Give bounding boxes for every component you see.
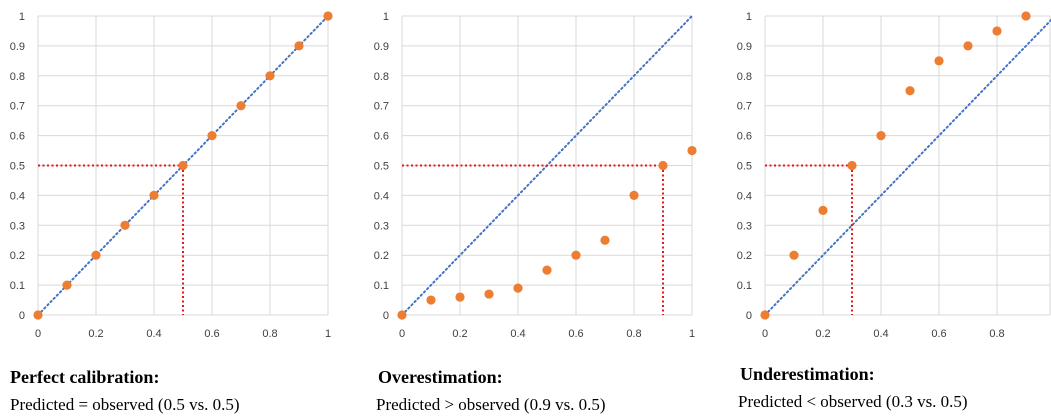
data-point: [91, 250, 101, 260]
caption-subtitle-overestimation: Predicted > observed (0.9 vs. 0.5): [376, 395, 606, 414]
data-point: [149, 190, 159, 200]
data-point: [542, 265, 552, 275]
y-tick-label: 0.4: [374, 190, 389, 202]
data-point: [323, 11, 333, 21]
y-tick-label: 0.9: [10, 41, 25, 53]
data-point: [236, 101, 246, 111]
y-tick-label: 0: [746, 310, 752, 322]
x-tick-label: 0.4: [146, 328, 161, 340]
y-tick-label: 0.4: [10, 190, 25, 202]
y-tick-label: 0.2: [374, 250, 389, 262]
data-point: [905, 86, 915, 96]
x-tick-label: 0.4: [873, 328, 888, 340]
data-point: [847, 160, 857, 171]
chart-svg-perfect: 0 0.1 0.2 0.3 0.4 0.5 0.6 0.7 0.8 0.9 1 0 0.2 0.4 0.6 0…: [10, 11, 333, 340]
x-tick-label: 1: [689, 328, 695, 340]
caption-title-perfect: Perfect calibration:: [10, 367, 160, 387]
plot-area-overestimation: [397, 15, 697, 320]
y-tick-label: 0.2: [737, 250, 752, 262]
data-point: [62, 280, 72, 290]
x-tick-label: 0.6: [568, 328, 583, 340]
y-tick-label: 0.1: [374, 280, 389, 292]
y-tick-label: 0.2: [10, 250, 25, 262]
y-tick-label: 1: [746, 11, 752, 23]
y-tick-label: 0.8: [10, 71, 25, 83]
y-tick-label: 0.8: [374, 71, 389, 83]
data-point: [178, 160, 188, 171]
data-point: [33, 310, 43, 320]
data-point: [571, 250, 581, 260]
data-point: [397, 310, 407, 320]
x-tick-label: 0.6: [204, 328, 219, 340]
y-tick-label: 0.8: [737, 71, 752, 83]
y-tick-label: 0.3: [10, 220, 25, 232]
caption-title-underestimation: Underestimation:: [740, 364, 875, 384]
x-tick-label: 0.2: [452, 328, 467, 340]
data-point: [818, 205, 828, 215]
y-tick-label: 0.1: [10, 280, 25, 292]
y-tick-label: 0.6: [10, 131, 25, 143]
x-tick-label: 0.2: [815, 328, 830, 340]
y-tick-label: 0.6: [737, 131, 752, 143]
x-tick-label: 0.4: [510, 328, 525, 340]
y-tick-label: 0.9: [374, 41, 389, 53]
data-point: [992, 26, 1002, 36]
y-tick-label: 1: [383, 11, 389, 23]
chart-svg-overestimation: 0 0.1 0.2 0.3 0.4 0.5 0.6 0.7 0.8 0.9 1 0 0.2 0.4 0.6 0…: [374, 11, 697, 340]
chart-svg-underestimation: 0 0.1 0.2 0.3 0.4 0.5 0.6 0.7 0.8 0.9 1 0 0.2 0.4 0.6 0…: [737, 11, 1051, 340]
data-point: [760, 310, 770, 320]
data-point: [1021, 11, 1031, 21]
y-tick-label: 0.5: [374, 161, 389, 173]
y-tick-label: 0.7: [374, 101, 389, 113]
y-tick-label: 0.4: [737, 190, 752, 202]
y-tick-label: 0.5: [737, 161, 752, 173]
chart-panel-underestimation: 0 0.1 0.2 0.3 0.4 0.5 0.6 0.7 0.8 0.9 1 0 0.2 0.4 0.6 0…: [726, 0, 1051, 417]
data-point: [658, 160, 668, 171]
caption-subtitle-perfect: Predicted = observed (0.5 vs. 0.5): [10, 395, 240, 414]
x-tick-label: 0.6: [931, 328, 946, 340]
data-point: [455, 292, 465, 302]
data-point: [789, 250, 799, 260]
plot-area-underestimation: [760, 11, 1051, 320]
x-tick-label: 0.8: [989, 328, 1004, 340]
y-tick-label: 1: [19, 11, 25, 23]
caption-title-overestimation: Overestimation:: [378, 367, 503, 387]
y-tick-label: 0.1: [737, 280, 752, 292]
y-tick-label: 0.3: [374, 220, 389, 232]
x-tick-label: 0.8: [262, 328, 277, 340]
data-point: [484, 289, 494, 299]
data-point: [265, 71, 275, 81]
data-point: [294, 41, 304, 51]
caption-subtitle-underestimation: Predicted < observed (0.3 vs. 0.5): [738, 392, 968, 411]
x-tick-label: 0: [35, 328, 41, 340]
reference-diagonal-line: [764, 18, 1051, 316]
data-point: [120, 220, 130, 230]
y-tick-label: 0.6: [374, 131, 389, 143]
y-tick-label: 0.9: [737, 41, 752, 53]
data-point: [687, 145, 697, 156]
x-tick-label: 0: [399, 328, 405, 340]
y-tick-label: 0: [383, 310, 389, 322]
chart-panel-perfect: 0 0.1 0.2 0.3 0.4 0.5 0.6 0.7 0.8 0.9 1 0 0.2 0.4 0.6 0…: [0, 0, 350, 417]
x-tick-label: 0.2: [88, 328, 103, 340]
y-tick-label: 0.3: [737, 220, 752, 232]
chart-panel-overestimation: 0 0.1 0.2 0.3 0.4 0.5 0.6 0.7 0.8 0.9 1 0 0.2 0.4 0.6 0…: [362, 0, 712, 417]
data-point: [600, 235, 610, 245]
y-tick-label: 0.7: [10, 101, 25, 113]
y-tick-label: 0: [19, 310, 25, 322]
y-tick-label: 0.5: [10, 161, 25, 173]
data-point: [426, 295, 436, 305]
x-tick-label: 0: [762, 328, 768, 340]
plot-area-perfect: [33, 11, 333, 320]
data-point: [513, 283, 523, 293]
data-point: [934, 56, 944, 66]
data-point: [207, 131, 217, 141]
x-tick-label: 1: [325, 328, 331, 340]
y-tick-label: 0.7: [737, 101, 752, 113]
data-point: [963, 41, 973, 51]
data-point: [876, 131, 886, 141]
x-tick-label: 0.8: [626, 328, 641, 340]
data-point: [629, 190, 639, 200]
